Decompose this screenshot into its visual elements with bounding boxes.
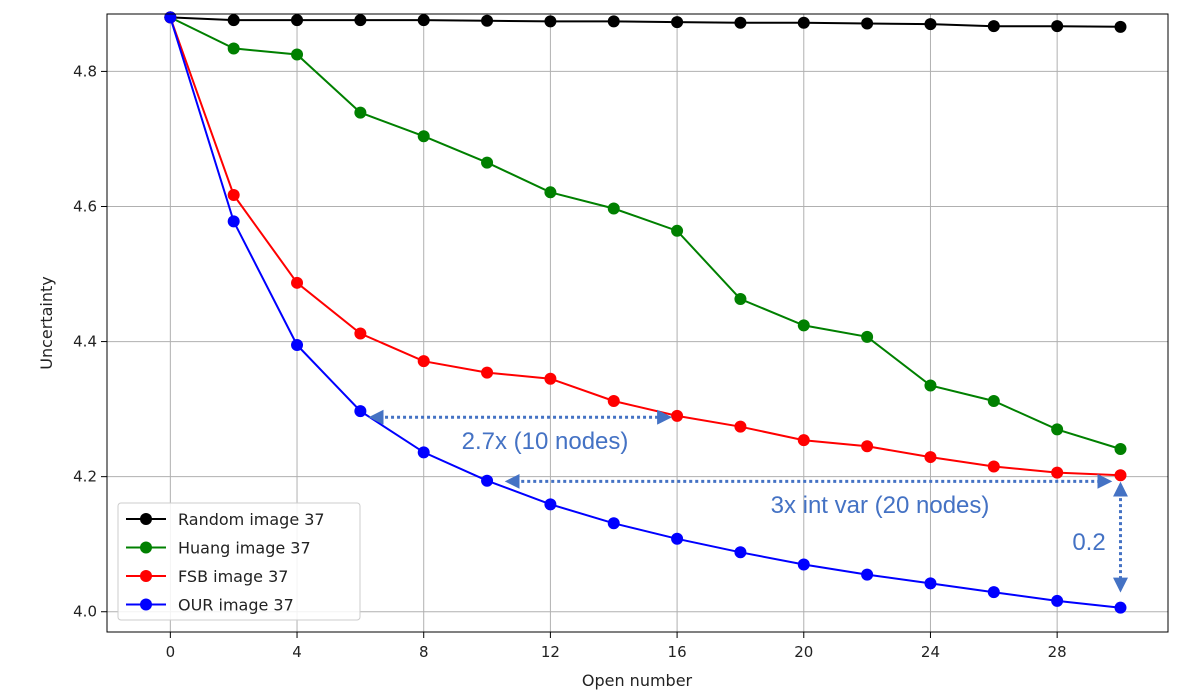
data-point (861, 440, 874, 453)
x-tick-label: 20 (794, 643, 813, 661)
x-tick-label: 0 (166, 643, 176, 661)
data-point (481, 156, 494, 169)
data-point (671, 16, 684, 29)
data-point (354, 327, 367, 340)
data-point (1051, 594, 1064, 607)
data-point (607, 15, 620, 28)
data-point (481, 366, 494, 379)
data-point (481, 14, 494, 27)
data-point (671, 532, 684, 545)
data-point (924, 18, 937, 31)
data-point (861, 17, 874, 30)
data-point (924, 577, 937, 590)
data-point (544, 498, 557, 511)
data-point (987, 460, 1000, 473)
data-point (607, 517, 620, 530)
y-axis-label: Uncertainty (37, 276, 56, 369)
data-point (987, 20, 1000, 33)
data-point (861, 568, 874, 581)
data-point (354, 14, 367, 27)
data-point (797, 319, 810, 332)
y-tick-label: 4.0 (73, 603, 97, 621)
x-axis-label: Open number (582, 671, 693, 690)
data-point (1051, 423, 1064, 436)
data-point (291, 14, 304, 27)
legend: Random image 37 Huang image 37 FSB image 3… (117, 502, 361, 621)
data-point (797, 558, 810, 571)
data-point (544, 372, 557, 385)
series-group (164, 11, 1127, 614)
legend-label: Huang image 37 (178, 539, 311, 558)
annotation-label: 3x int var (20 nodes) (771, 492, 990, 519)
data-point (671, 409, 684, 422)
data-point (1114, 601, 1127, 614)
data-point (354, 106, 367, 119)
data-point (291, 48, 304, 61)
x-tick-label: 12 (541, 643, 560, 661)
data-point (291, 276, 304, 289)
data-point (481, 474, 494, 487)
data-point (544, 15, 557, 28)
data-point (417, 130, 430, 143)
annotations-group: 2.7x (10 nodes) 3x int var (20 nodes) 0.2 (368, 409, 1128, 593)
y-tick-label: 4.4 (73, 333, 97, 351)
x-tick-label: 16 (668, 643, 687, 661)
data-point (227, 215, 240, 228)
legend-marker (140, 570, 152, 582)
legend-marker (140, 598, 152, 611)
data-point (354, 405, 367, 418)
data-point (1114, 442, 1127, 455)
y-tick-label: 4.8 (73, 62, 97, 80)
data-point (797, 434, 810, 447)
data-point (924, 451, 937, 464)
data-point (1051, 466, 1064, 479)
data-point (417, 355, 430, 368)
data-point (734, 420, 747, 433)
axis-ticks: 0 4 8 12 16 20 24 28 4.0 4.2 4.4 4.6 4.8 (73, 62, 1067, 661)
legend-marker (140, 541, 152, 554)
x-tick-label: 28 (1048, 643, 1067, 661)
data-point (227, 189, 240, 202)
data-point (417, 14, 430, 27)
data-point (544, 186, 557, 199)
plot-frame (106, 13, 1169, 633)
legend-label: OUR image 37 (178, 596, 294, 615)
data-point (734, 16, 747, 29)
data-point (1051, 20, 1064, 33)
data-point (987, 395, 1000, 408)
data-point (1114, 469, 1127, 482)
data-point (417, 446, 430, 459)
data-point (734, 293, 747, 306)
annotation-label: 2.7x (10 nodes) (462, 428, 629, 455)
data-point (607, 202, 620, 215)
annotation-label: 0.2 (1072, 529, 1105, 556)
legend-box (117, 502, 361, 621)
legend-label: Random image 37 (178, 510, 325, 529)
data-point (734, 546, 747, 559)
x-tick-label: 24 (921, 643, 940, 661)
series-line (169, 17, 1121, 609)
data-point (987, 586, 1000, 599)
data-point (291, 338, 304, 351)
y-tick-label: 4.6 (73, 197, 97, 215)
data-point (861, 330, 874, 343)
x-tick-label: 4 (292, 643, 302, 661)
y-tick-label: 4.2 (73, 468, 97, 486)
data-point (671, 224, 684, 237)
series-line (169, 16, 1121, 450)
data-point (227, 42, 240, 55)
data-point (164, 11, 177, 24)
data-point (924, 379, 937, 392)
legend-marker (140, 513, 152, 525)
data-point (1114, 20, 1127, 33)
series-line (169, 17, 1121, 477)
data-point (227, 14, 240, 27)
x-tick-label: 8 (419, 643, 429, 661)
legend-label: FSB image 37 (178, 567, 288, 586)
data-point (797, 16, 810, 29)
series-line (170, 16, 1121, 28)
data-point (607, 395, 620, 408)
